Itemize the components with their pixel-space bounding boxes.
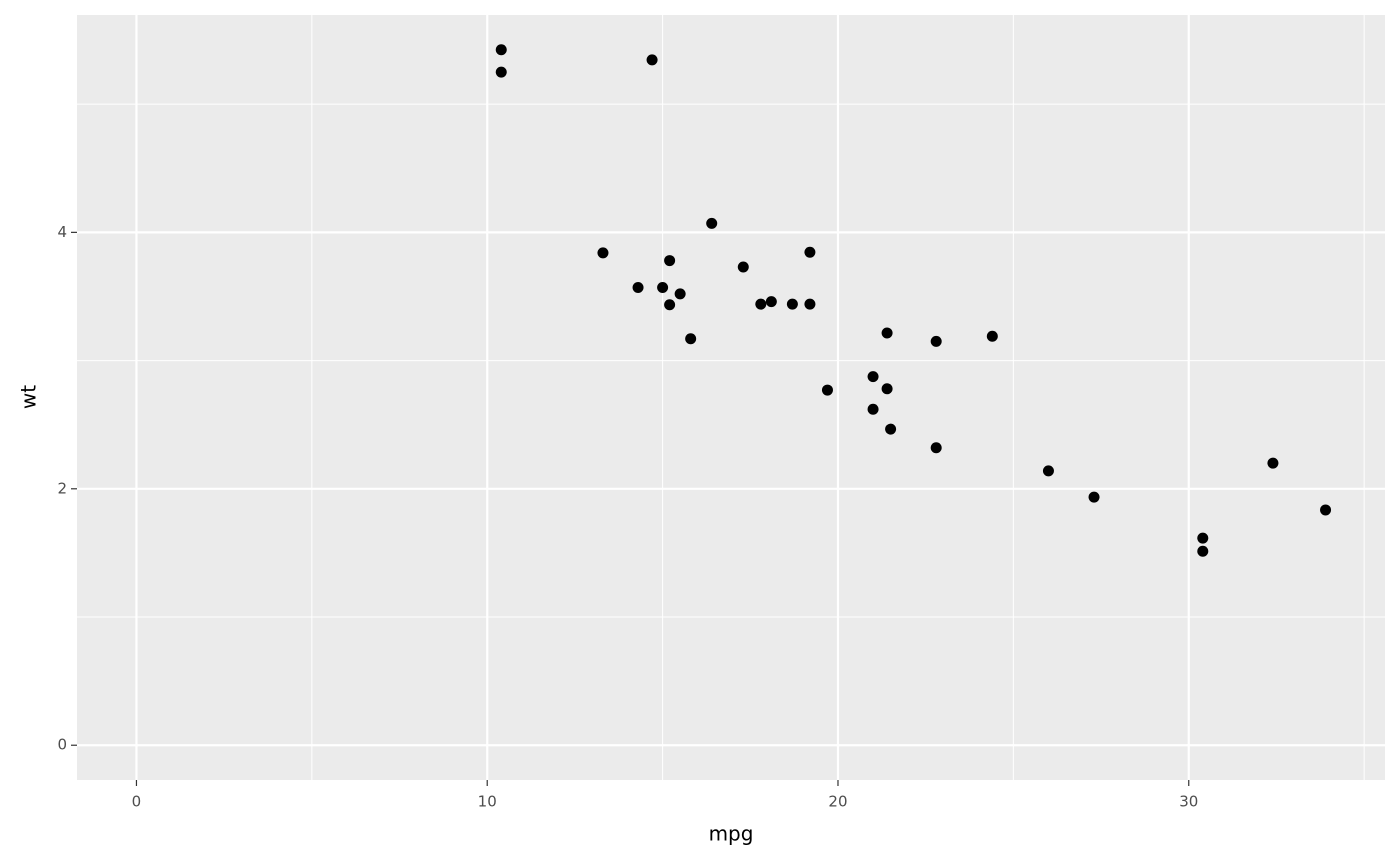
- point: [755, 298, 767, 310]
- y-axis-title: wt: [17, 385, 41, 409]
- point: [597, 247, 609, 259]
- point: [804, 298, 816, 310]
- point: [881, 327, 893, 339]
- point: [632, 281, 644, 293]
- x-axis-title: mpg: [709, 822, 754, 846]
- y-tick-label: 0: [57, 736, 67, 754]
- point: [495, 66, 507, 78]
- point: [657, 281, 669, 293]
- point: [495, 44, 507, 56]
- point: [867, 371, 879, 383]
- point: [986, 330, 998, 342]
- panel: [77, 15, 1385, 780]
- point: [1320, 504, 1332, 516]
- x-tick-label: 20: [828, 793, 847, 811]
- x-tick-label: 10: [478, 793, 497, 811]
- point: [1197, 532, 1209, 544]
- point: [664, 299, 676, 311]
- point: [765, 296, 777, 308]
- x-tick-label: 0: [132, 793, 142, 811]
- point: [1197, 545, 1209, 557]
- point: [930, 442, 942, 454]
- point: [1088, 491, 1100, 503]
- y-tick-label: 2: [57, 479, 67, 497]
- x-tick-label: 30: [1179, 793, 1198, 811]
- point: [706, 217, 718, 229]
- point: [821, 384, 833, 396]
- point: [786, 298, 798, 310]
- point: [930, 335, 942, 347]
- point: [804, 246, 816, 258]
- point: [664, 255, 676, 267]
- point: [1267, 457, 1279, 469]
- point: [674, 288, 686, 300]
- point: [867, 403, 879, 415]
- y-tick-label: 4: [57, 223, 67, 241]
- point: [737, 261, 749, 273]
- point: [885, 423, 897, 435]
- point: [1042, 465, 1054, 477]
- point: [646, 54, 658, 66]
- point: [881, 383, 893, 395]
- point: [685, 333, 697, 345]
